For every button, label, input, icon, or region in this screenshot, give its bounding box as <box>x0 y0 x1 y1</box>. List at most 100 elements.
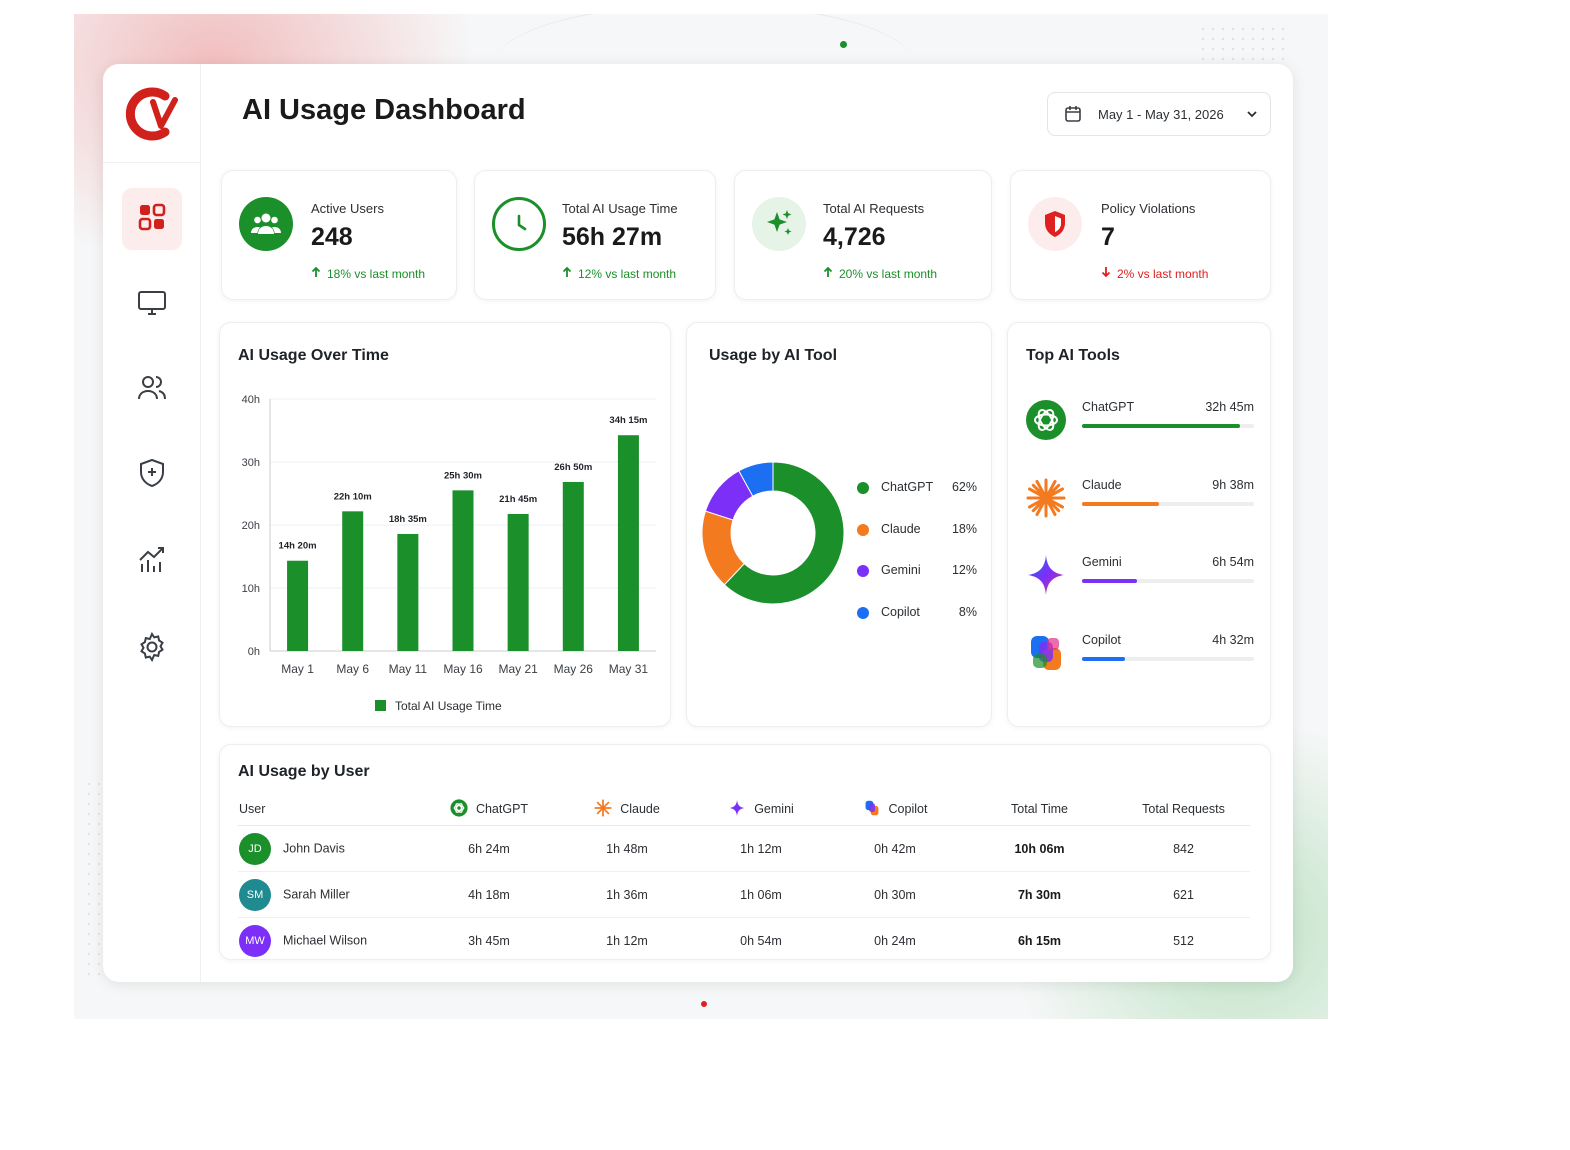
column-header-total-time[interactable]: Total Time <box>962 793 1117 826</box>
legend-label: Total AI Usage Time <box>395 699 502 713</box>
legend-label: Gemini <box>881 563 921 577</box>
gemini-time-cell: 1h 12m <box>694 825 828 872</box>
total-requests-cell: 842 <box>1117 825 1250 872</box>
nav-settings[interactable] <box>122 618 182 680</box>
tool-name: Gemini <box>1082 555 1122 569</box>
nav-security[interactable] <box>122 444 182 506</box>
column-header-gemini[interactable]: Gemini <box>694 793 828 826</box>
column-header-label: ChatGPT <box>475 802 529 816</box>
kpi-label: Total AI Usage Time <box>562 201 678 216</box>
table-row[interactable]: JD John Davis 6h 24m 1h 48m 1h 12m 0h 42m… <box>238 825 1250 872</box>
user-cell: JD John Davis <box>238 825 418 872</box>
claude-logo-icon <box>1024 476 1068 520</box>
legend-swatch <box>857 565 869 577</box>
bar-data-label: 26h 50m <box>554 462 592 473</box>
column-header-label: Copilot <box>888 802 928 816</box>
column-header-chatgpt[interactable]: ChatGPT <box>418 793 560 826</box>
arrow-down-icon <box>1101 266 1111 281</box>
nav-dashboard[interactable] <box>122 188 182 250</box>
users-icon <box>239 197 293 251</box>
x-tick-label: May 1 <box>281 662 314 676</box>
usage-by-tool-card: Usage by AI Tool ChatGPT 62% Claude 18% Gemi… <box>686 322 992 727</box>
claude-logo-icon <box>594 798 612 820</box>
kpi-delta: 18% vs last month <box>311 266 425 281</box>
chatgpt-time-cell: 4h 18m <box>418 871 560 918</box>
chevron-down-icon <box>1246 108 1258 120</box>
total-time-cell: 10h 06m <box>962 825 1117 872</box>
legend-swatch <box>857 482 869 494</box>
bar <box>562 481 584 651</box>
gemini-logo-icon <box>1024 553 1068 597</box>
shield-icon <box>136 457 168 494</box>
legend-percent: 62% <box>951 480 977 494</box>
avatar: MW <box>239 924 271 957</box>
top-tool-row[interactable]: Gemini 6h 54m <box>1024 553 1254 613</box>
tool-name: Claude <box>1082 478 1122 492</box>
top-tool-row[interactable]: ChatGPT 32h 45m <box>1024 398 1254 458</box>
legend-item: Copilot 8% <box>857 603 977 623</box>
bar <box>342 511 364 651</box>
copilot-time-cell: 0h 42m <box>828 825 962 872</box>
legend-item: ChatGPT 62% <box>857 478 977 498</box>
top-tool-row[interactable]: Claude 9h 38m <box>1024 476 1254 536</box>
column-header-total-requests[interactable]: Total Requests <box>1117 793 1250 826</box>
shield-alert-icon <box>1028 197 1082 251</box>
tool-time: 4h 32m <box>1212 633 1254 647</box>
claude-time-cell: 1h 12m <box>606 933 648 948</box>
legend-label: Claude <box>881 521 921 536</box>
top-tool-row[interactable]: Copilot 4h 32m <box>1024 631 1254 691</box>
date-range-picker[interactable]: May 1 - May 31, 2026 <box>1047 92 1271 136</box>
nav-analytics[interactable] <box>122 531 182 593</box>
table-row[interactable]: SM Sarah Miller 4h 18m 1h 36m 1h 06m 0h 3… <box>238 871 1250 918</box>
tool-usage-fill <box>1082 424 1241 428</box>
y-tick-label: 10h <box>242 583 260 595</box>
usage-over-time-chart: 0h 10h 20h 30h 40h 14h 20m May 1 22h 10m May 6 18… <box>242 394 656 713</box>
column-header-label: Gemini <box>754 802 794 816</box>
kpi-value: 56h 27m <box>562 223 663 251</box>
chart-title: AI Usage Over Time <box>238 347 389 364</box>
total-time-cell: 6h 15m <box>1017 933 1062 948</box>
y-tick-label: 30h <box>242 457 260 469</box>
x-tick-label: May 21 <box>498 662 538 676</box>
user-name: Michael Wilson <box>283 932 368 947</box>
tool-time: 32h 45m <box>1205 400 1254 414</box>
usage-over-time-card: AI Usage Over Time 0h 10h 20h 30h 40h 14h 20m… <box>219 322 671 727</box>
table-row[interactable]: MW Michael Wilson 3h 45m 1h 12m 0h 54m 0h… <box>238 918 1250 964</box>
tool-name: Copilot <box>1082 633 1121 647</box>
legend-percent: 18% <box>951 521 977 536</box>
column-header-claude[interactable]: Claude <box>560 793 694 826</box>
usage-by-user-table: User ChatGPT Claude Gemini Copilot Total… <box>238 793 1250 963</box>
kpi-value: 7 <box>1101 223 1115 251</box>
arrow-up-icon <box>823 266 833 281</box>
nav-devices[interactable] <box>122 274 182 336</box>
column-header-user[interactable]: User <box>238 793 418 826</box>
sparkle-icon <box>752 197 806 251</box>
legend-item: Gemini 12% <box>857 561 977 581</box>
clock-icon <box>492 197 546 251</box>
bar <box>287 560 309 651</box>
usage-by-user-card: AI Usage by User User ChatGPT Claude G <box>219 744 1271 960</box>
chatgpt-logo-icon <box>450 798 468 820</box>
gemini-time-cell: 0h 54m <box>740 933 782 948</box>
nav-users[interactable] <box>122 359 182 421</box>
tool-time: 6h 54m <box>1212 555 1254 569</box>
legend-swatch <box>857 606 869 619</box>
y-tick-label: 20h <box>242 520 260 532</box>
bar-data-label: 25h 30m <box>444 470 482 481</box>
bar <box>452 490 474 651</box>
column-header-copilot[interactable]: Copilot <box>828 793 962 826</box>
kpi-delta-text: 2% vs last month <box>1117 266 1209 281</box>
bar-data-label: 34h 15m <box>609 415 647 426</box>
arrow-up-icon <box>562 266 572 281</box>
analytics-chart-icon <box>136 544 168 581</box>
usage-by-tool-donut <box>701 461 845 605</box>
arrow-up-icon <box>311 266 321 281</box>
kpi-delta: 2% vs last month <box>1101 266 1208 281</box>
table-header-row: User ChatGPT Claude Gemini Copilot Total… <box>238 793 1250 826</box>
tool-usage-bar <box>1082 502 1254 506</box>
kpi-delta: 12% vs last month <box>562 266 676 281</box>
brand-logo[interactable] <box>125 86 179 142</box>
card-title: AI Usage by User <box>238 763 370 780</box>
chatgpt-time-cell: 3h 45m <box>468 933 510 948</box>
kpi-value: 4,726 <box>823 223 886 251</box>
